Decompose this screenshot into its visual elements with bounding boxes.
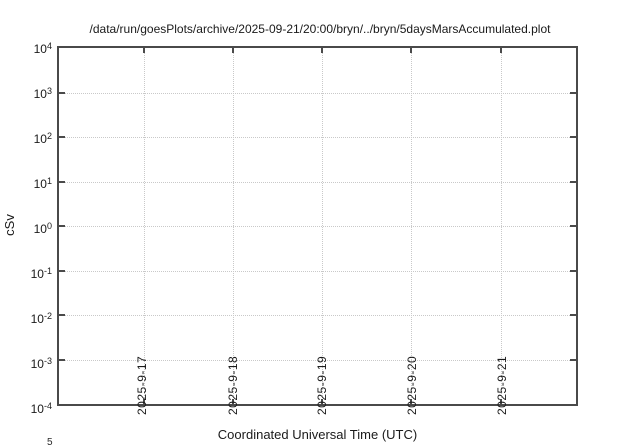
y-tick-label: 10-3 [0,352,52,371]
x-tick-label: 2025-9-19 [315,355,330,415]
horizontal-gridline [59,226,576,227]
y-tick-label: 10-4 [0,397,52,416]
y-tick-mark-right [570,358,576,361]
y-tick-base: 10 [30,357,44,371]
x-tick-mark-top [142,48,145,53]
horizontal-gridline [59,270,576,272]
horizontal-gridline [59,137,576,138]
y-tick-exponent: 0 [46,221,52,231]
clipped-glyph-fragment: 5 [47,437,53,448]
y-tick-mark-left [59,314,65,316]
x-tick-mark-top [500,48,503,53]
vertical-gridline [233,48,235,404]
y-tick-exponent: 3 [46,86,52,96]
y-tick-label: 10-1 [0,262,52,281]
y-tick-base: 10 [30,402,44,416]
x-tick-label: 2025-9-18 [225,355,240,415]
y-tick-base: 10 [33,87,47,101]
y-tick-base: 10 [30,312,44,326]
y-tick-mark-right [570,91,576,94]
y-tick-mark-left [59,91,65,94]
vertical-gridline [143,48,145,404]
x-tick-label: 2025-9-20 [404,355,419,415]
y-tick-base: 10 [30,267,44,281]
y-tick-base: 10 [33,132,47,146]
y-tick-exponent: -2 [43,311,52,321]
y-tick-base: 10 [33,177,47,191]
y-axis-label: cSv [2,214,17,236]
x-tick-mark-bottom [410,399,413,404]
horizontal-gridline [59,359,576,361]
y-tick-exponent: 1 [46,176,52,186]
horizontal-gridline [59,181,576,183]
y-tick-base: 10 [33,42,47,56]
y-tick-exponent: -3 [43,356,52,366]
y-tick-mark-right [570,180,576,183]
y-tick-base: 10 [33,222,47,236]
y-tick-mark-right [570,269,576,272]
y-tick-mark-left [59,269,65,272]
x-tick-mark-top [321,48,324,53]
vertical-gridline [411,48,413,404]
y-tick-exponent: 4 [46,41,52,51]
x-tick-mark-top [232,48,235,53]
horizontal-gridline [59,92,576,94]
vertical-gridline [322,48,324,404]
x-tick-mark-top [410,48,413,53]
plot-area [57,46,578,406]
x-tick-mark-bottom [500,399,503,404]
x-tick-mark-bottom [321,399,324,404]
x-tick-label: 2025-9-21 [495,355,510,415]
y-tick-mark-left [59,136,65,138]
y-tick-label: 102 [0,127,52,146]
y-tick-label: 104 [0,37,52,56]
x-tick-mark-bottom [232,399,235,404]
vertical-gridline [501,48,503,404]
y-tick-label: 100 [0,217,52,236]
y-tick-label: 10-2 [0,307,52,326]
horizontal-gridline [59,315,576,316]
y-tick-label: 103 [0,82,52,101]
y-tick-mark-left [59,358,65,361]
y-tick-mark-left [59,225,65,227]
y-tick-exponent: -4 [43,401,52,411]
y-tick-label: 101 [0,172,52,191]
x-axis-label: Coordinated Universal Time (UTC) [217,427,418,442]
y-tick-exponent: 2 [46,131,52,141]
y-tick-mark-right [570,225,576,227]
y-tick-exponent: -1 [43,266,52,276]
x-tick-mark-bottom [142,399,145,404]
y-tick-mark-right [570,314,576,316]
y-tick-mark-left [59,180,65,183]
y-tick-mark-right [570,136,576,138]
x-tick-label: 2025-9-17 [135,355,150,415]
plot-title: /data/run/goesPlots/archive/2025-09-21/2… [89,22,551,36]
